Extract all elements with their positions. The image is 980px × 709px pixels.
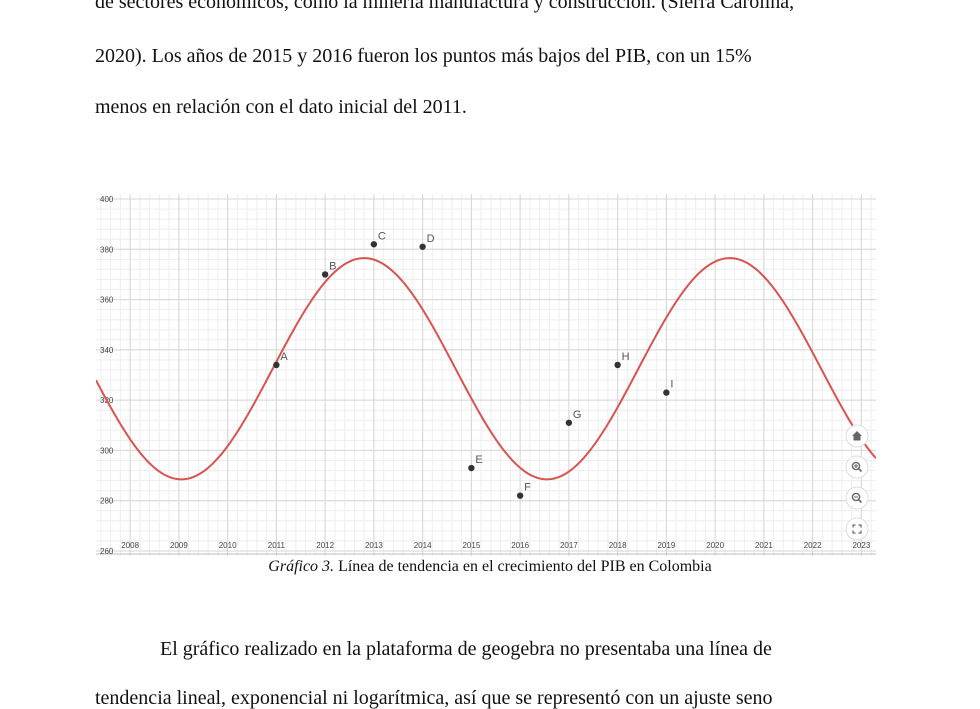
data-point[interactable] bbox=[516, 492, 524, 499]
point-label: F bbox=[524, 482, 531, 494]
x-tick-label: 2013 bbox=[365, 541, 383, 550]
body-text-line: 2020). Los años de 2015 y 2016 fueron lo… bbox=[95, 45, 752, 67]
data-point[interactable] bbox=[663, 389, 670, 396]
trend-line bbox=[95, 257, 877, 481]
x-tick-label: 2021 bbox=[755, 541, 773, 550]
data-point[interactable] bbox=[565, 419, 573, 426]
body-text-line: menos en relación con el dato inicial de… bbox=[95, 96, 467, 118]
y-tick-label: 260 bbox=[100, 547, 114, 556]
point-label: D bbox=[427, 233, 435, 245]
x-tick-label: 2018 bbox=[609, 541, 627, 550]
zoom-out-button[interactable] bbox=[845, 486, 869, 510]
geogebra-graph[interactable]: 2008 2009 2010 2011 2012 2013 2014 2015 2016 2017… bbox=[95, 194, 877, 556]
x-tick-label: 2011 bbox=[268, 541, 286, 550]
x-tick-label: 2023 bbox=[852, 541, 870, 550]
x-tick-label: 2016 bbox=[511, 541, 529, 550]
graph-toolbar bbox=[845, 424, 869, 541]
figure-caption: Gráfico 3. Línea de tendencia en el crec… bbox=[0, 558, 980, 576]
y-tick-label: 360 bbox=[100, 296, 114, 305]
x-tick-label: 2019 bbox=[657, 541, 675, 550]
x-tick-label: 2009 bbox=[170, 541, 188, 550]
point-label: A bbox=[280, 351, 288, 363]
y-tick-label: 280 bbox=[100, 497, 114, 506]
point-label: G bbox=[573, 409, 582, 421]
y-tick-label: 340 bbox=[100, 346, 114, 355]
zoom-in-icon bbox=[851, 461, 863, 473]
point-label: C bbox=[378, 230, 386, 242]
home-button[interactable] bbox=[845, 424, 869, 448]
trend-chart[interactable]: 2008 2009 2010 2011 2012 2013 2014 2015 2016 2017… bbox=[95, 194, 877, 556]
data-point[interactable] bbox=[321, 271, 329, 278]
data-point[interactable] bbox=[273, 361, 280, 369]
body-text-line: de sectores económicos, como la minería … bbox=[95, 0, 795, 13]
caption-text: Línea de tendencia en el crecimiento del… bbox=[334, 558, 712, 575]
x-tick-label: 2017 bbox=[560, 541, 578, 550]
home-icon bbox=[852, 431, 862, 441]
y-tick-label: 300 bbox=[100, 446, 114, 455]
point-label: B bbox=[329, 260, 336, 272]
x-tick-label: 2020 bbox=[706, 541, 724, 550]
y-tick-label: 380 bbox=[100, 245, 114, 254]
point-label: I bbox=[670, 379, 673, 391]
x-tick-label: 2010 bbox=[219, 541, 237, 550]
data-point[interactable] bbox=[419, 243, 426, 250]
y-tick-label: 400 bbox=[100, 195, 114, 204]
data-point[interactable] bbox=[468, 464, 475, 472]
body-text-line: El gráfico realizado en la plataforma de… bbox=[160, 638, 772, 660]
x-tick-label: 2008 bbox=[121, 541, 139, 550]
x-tick-label: 2012 bbox=[316, 541, 334, 550]
point-label: E bbox=[475, 454, 482, 466]
data-point[interactable] bbox=[370, 241, 378, 248]
point-label: H bbox=[622, 351, 630, 363]
body-text-line: tendencia lineal, exponencial ni logarít… bbox=[95, 687, 773, 709]
caption-label: Gráfico 3. bbox=[268, 558, 335, 575]
x-tick-label: 2015 bbox=[462, 541, 480, 550]
fullscreen-icon bbox=[852, 524, 862, 534]
zoom-out-icon bbox=[851, 492, 863, 504]
data-point[interactable] bbox=[614, 361, 621, 369]
zoom-in-button[interactable] bbox=[845, 455, 869, 479]
x-tick-label: 2022 bbox=[804, 541, 822, 550]
fullscreen-button[interactable] bbox=[845, 517, 869, 541]
x-tick-label: 2014 bbox=[414, 541, 432, 550]
